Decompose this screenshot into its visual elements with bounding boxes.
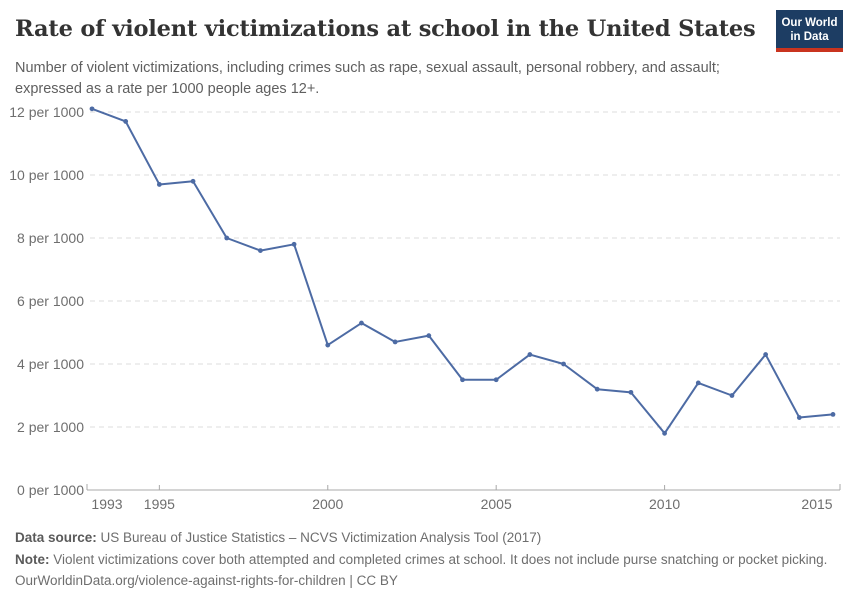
x-axis: 1993 1995 2000 2005 2010 2015 — [86, 484, 841, 512]
y-tick-label: 2 per 1000 — [17, 419, 84, 435]
data-point[interactable] — [89, 106, 95, 112]
data-point[interactable] — [123, 119, 129, 124]
data-point[interactable] — [662, 430, 667, 436]
data-point[interactable] — [830, 412, 836, 417]
series-line[interactable] — [91, 107, 834, 435]
note-line: Note: Violent victimizations cover both … — [15, 549, 835, 571]
page-title: Rate of violent victimizations at school… — [15, 16, 756, 42]
data-point[interactable] — [796, 415, 802, 420]
owid-logo-line2: in Data — [790, 31, 829, 43]
data-point[interactable] — [561, 361, 566, 367]
y-tick-label: 0 per 1000 — [17, 482, 84, 498]
data-point[interactable] — [359, 320, 364, 326]
data-source-value: US Bureau of Justice Statistics – NCVS V… — [96, 530, 542, 545]
data-series[interactable] — [89, 106, 836, 436]
data-point[interactable] — [291, 241, 297, 247]
data-point[interactable] — [527, 352, 533, 357]
source-link[interactable]: OurWorldinData.org/violence-against-righ… — [15, 573, 346, 588]
x-tick-label: 2005 — [481, 496, 512, 512]
y-tick-label: 12 per 1000 — [9, 104, 84, 120]
owid-logo-line1: Our World — [781, 17, 838, 29]
data-point[interactable] — [460, 377, 465, 383]
y-tick-label: 8 per 1000 — [17, 230, 84, 246]
note-value: Violent victimizations cover both attemp… — [49, 551, 828, 567]
data-point[interactable] — [426, 333, 432, 339]
data-point[interactable] — [628, 389, 634, 395]
data-source-line: Data source: US Bureau of Justice Statis… — [15, 527, 835, 549]
data-point[interactable] — [224, 235, 230, 241]
data-point[interactable] — [729, 393, 735, 398]
y-tick-label: 4 per 1000 — [17, 356, 84, 372]
x-tick-label: 2000 — [312, 496, 343, 512]
data-source-label: Data source: — [15, 530, 97, 545]
data-point[interactable] — [325, 342, 331, 348]
line-chart[interactable]: 0 per 1000 2 per 1000 4 per 1000 6 per 1000… — [0, 0, 850, 522]
x-tick-label: 1995 — [144, 496, 175, 512]
data-point[interactable] — [594, 386, 600, 392]
x-tick-label: 2010 — [649, 496, 680, 512]
x-tick-label: 1993 — [91, 496, 122, 512]
note-label: Note: — [15, 551, 50, 567]
license-line: OurWorldinData.org/violence-against-righ… — [15, 570, 835, 592]
owid-logo[interactable]: Our World in Data — [776, 10, 843, 52]
y-tick-label: 10 per 1000 — [9, 167, 84, 183]
chart-subtitle: Number of violent victimizations, includ… — [15, 60, 720, 97]
data-point[interactable] — [695, 380, 701, 386]
data-point[interactable] — [190, 178, 196, 184]
x-tick-label: 2015 — [801, 496, 832, 512]
y-axis-labels: 0 per 1000 2 per 1000 4 per 1000 6 per 1000… — [9, 104, 84, 498]
license-text: | CC BY — [345, 573, 398, 588]
data-point[interactable] — [156, 182, 162, 187]
data-point[interactable] — [493, 377, 499, 383]
data-point[interactable] — [392, 339, 398, 345]
data-point[interactable] — [763, 352, 769, 357]
gridlines — [90, 111, 840, 428]
y-tick-label: 6 per 1000 — [17, 293, 84, 309]
chart-footer: Data source: US Bureau of Justice Statis… — [15, 527, 835, 592]
data-point[interactable] — [258, 248, 263, 254]
